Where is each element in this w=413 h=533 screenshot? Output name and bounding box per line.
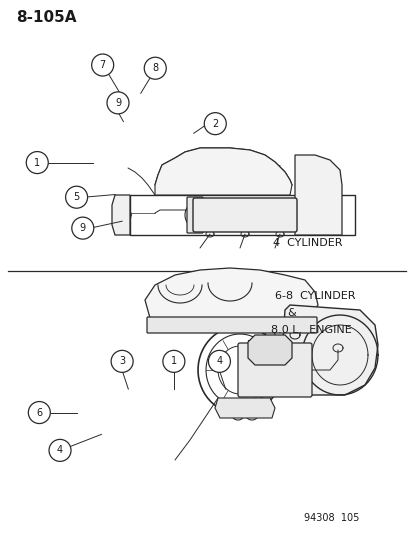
Text: 1: 1 <box>171 357 176 366</box>
Text: 6-8  CYLINDER: 6-8 CYLINDER <box>275 291 355 301</box>
Circle shape <box>208 350 230 373</box>
Circle shape <box>65 186 88 208</box>
Polygon shape <box>294 155 341 235</box>
Polygon shape <box>145 268 317 318</box>
Circle shape <box>204 112 226 135</box>
Polygon shape <box>247 335 291 365</box>
Circle shape <box>49 439 71 462</box>
Text: 4: 4 <box>216 357 222 366</box>
Text: 94308  105: 94308 105 <box>304 513 359 523</box>
Circle shape <box>162 350 185 373</box>
Text: 8-105A: 8-105A <box>17 10 77 25</box>
Text: 7: 7 <box>99 60 106 70</box>
Polygon shape <box>282 305 377 395</box>
Circle shape <box>107 92 129 114</box>
Polygon shape <box>112 195 130 235</box>
Text: 6: 6 <box>36 408 42 417</box>
Text: 4  CYLINDER: 4 CYLINDER <box>273 238 342 247</box>
FancyBboxPatch shape <box>192 198 296 232</box>
Text: 8.0 L.  ENGINE: 8.0 L. ENGINE <box>271 326 351 335</box>
FancyBboxPatch shape <box>187 197 202 233</box>
Text: 2: 2 <box>211 119 218 128</box>
Polygon shape <box>214 398 274 418</box>
Circle shape <box>26 151 48 174</box>
Text: 8: 8 <box>152 63 158 73</box>
Text: &: & <box>287 308 296 318</box>
Text: 3: 3 <box>119 357 125 366</box>
Circle shape <box>144 57 166 79</box>
Circle shape <box>111 350 133 373</box>
Text: 9: 9 <box>80 223 85 233</box>
Circle shape <box>28 401 50 424</box>
Text: 4: 4 <box>57 446 63 455</box>
FancyBboxPatch shape <box>237 343 311 397</box>
Text: 5: 5 <box>73 192 80 202</box>
Polygon shape <box>154 148 291 195</box>
Polygon shape <box>130 195 354 235</box>
Text: 1: 1 <box>34 158 40 167</box>
Text: 9: 9 <box>115 98 121 108</box>
Circle shape <box>71 217 94 239</box>
FancyBboxPatch shape <box>147 317 316 333</box>
Circle shape <box>91 54 114 76</box>
